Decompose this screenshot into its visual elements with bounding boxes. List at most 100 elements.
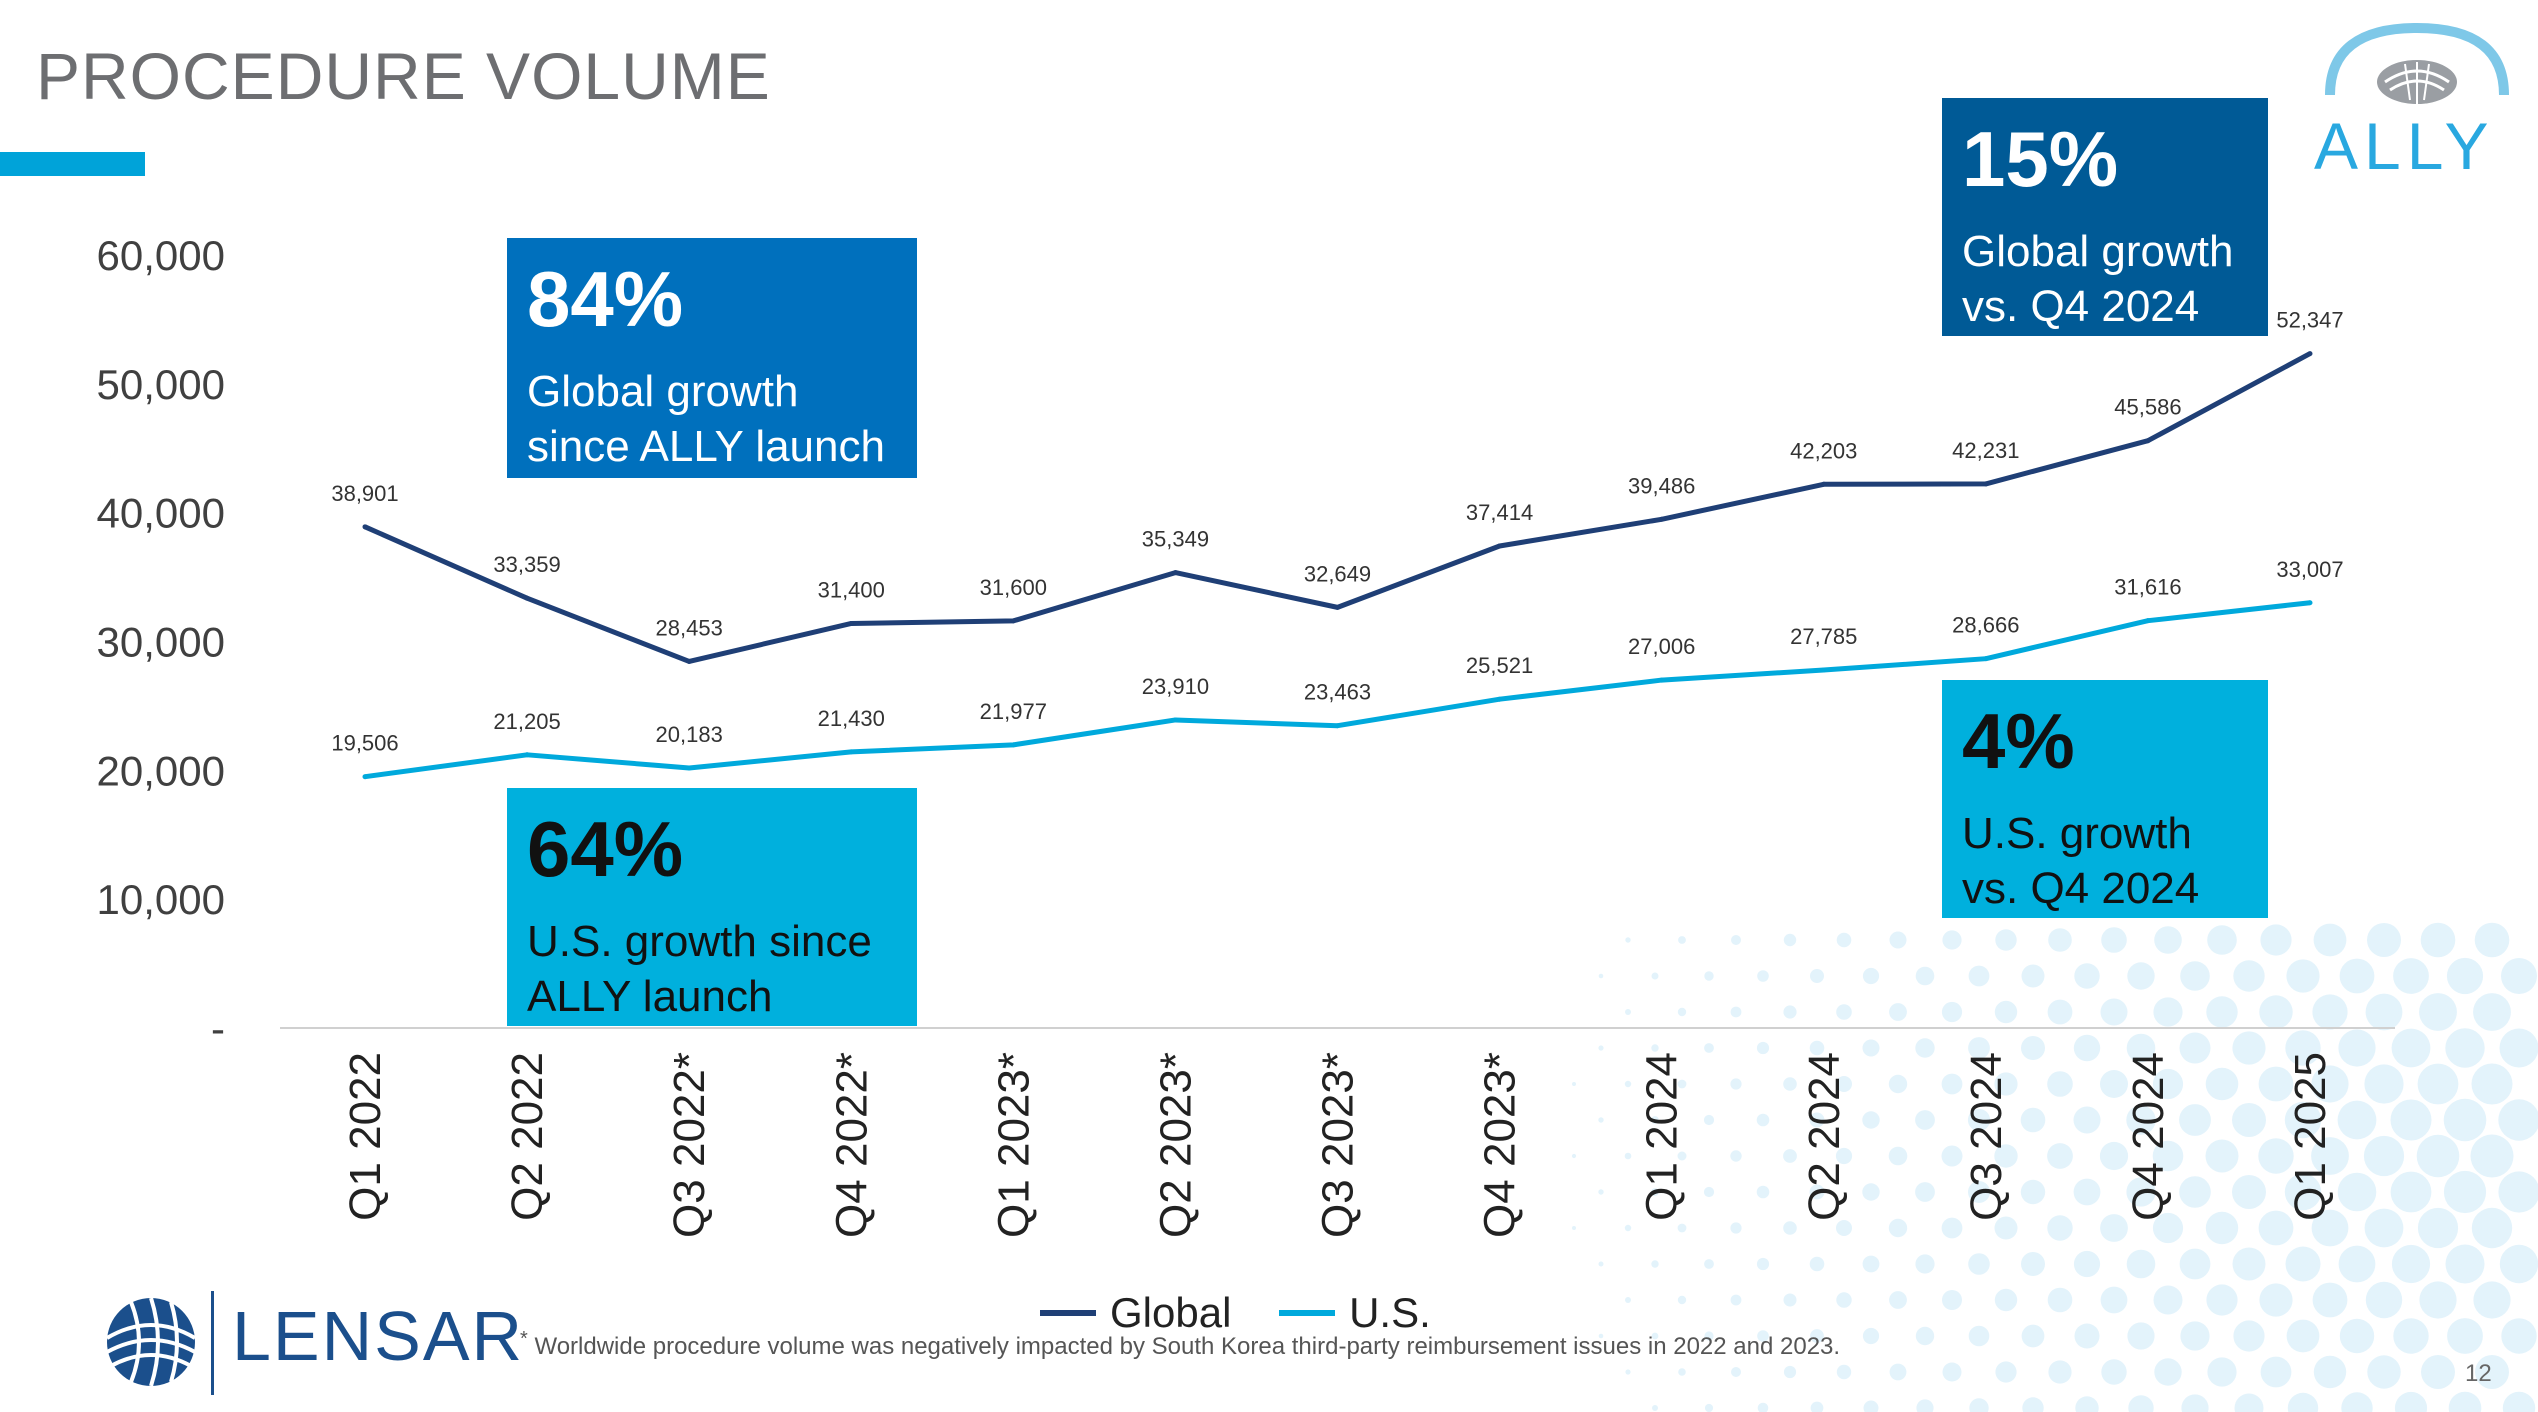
data-point: [1172, 570, 1178, 576]
background-dot: [1915, 966, 1935, 986]
background-dot: [2073, 1034, 2101, 1062]
callout-text: Global growth since ALLY launch: [527, 367, 885, 471]
background-dot: [1783, 933, 1797, 947]
background-dot: [2260, 924, 2292, 956]
x-tick-label: Q4 2023*: [1476, 1052, 1525, 1238]
background-dot: [2021, 1324, 2045, 1348]
background-dot: [1651, 1260, 1659, 1268]
background-dot: [1731, 1367, 1741, 1377]
data-label: 52,347: [2276, 308, 2343, 333]
background-dot: [1677, 1079, 1687, 1089]
background-dot: [2393, 958, 2429, 994]
legend-item-us: U.S.: [1279, 1289, 1431, 1337]
background-dot: [2152, 1212, 2184, 1244]
callout-text: Global growth vs. Q4 2024: [1962, 227, 2234, 331]
background-dot: [1915, 1326, 1935, 1346]
background-dot: [1942, 1290, 1962, 1310]
y-tick-label: 10,000: [97, 876, 225, 923]
background-dot: [1995, 1361, 2017, 1383]
background-dot: [2419, 1281, 2457, 1319]
background-dot: [2153, 1285, 2183, 1315]
background-dot: [1704, 1259, 1714, 1269]
data-label: 31,400: [818, 577, 885, 602]
data-label: 42,203: [1790, 438, 1857, 463]
background-dot: [1652, 1405, 1658, 1411]
x-tick-label: Q1 2022: [341, 1052, 390, 1221]
background-dot: [2205, 1067, 2239, 1101]
background-dot: [1783, 1293, 1797, 1307]
data-point: [524, 595, 530, 601]
x-tick-label: Q2 2024: [1800, 1052, 1849, 1221]
data-point: [1010, 742, 1016, 748]
background-dot: [1915, 1038, 1935, 1058]
background-dot: [1625, 937, 1631, 943]
background-dot: [2075, 1396, 2099, 1412]
background-dot: [2101, 927, 2127, 953]
background-dot: [2390, 1099, 2432, 1141]
background-dot: [2074, 963, 2100, 989]
background-dot: [2285, 1246, 2321, 1282]
background-dot: [2179, 1104, 2211, 1136]
data-label: 28,666: [1952, 613, 2019, 638]
background-dot: [2126, 1177, 2156, 1207]
background-dot: [1756, 1257, 1770, 1271]
background-dot: [1995, 929, 2017, 951]
background-dot: [2473, 1281, 2511, 1319]
background-dot: [2258, 1210, 2294, 1246]
background-dot: [1704, 971, 1714, 981]
background-dot: [1598, 1333, 1604, 1339]
data-label: 27,006: [1628, 634, 1695, 659]
background-dot: [2447, 1318, 2483, 1354]
ally-logo-icon: [2325, 22, 2509, 104]
background-dot: [2021, 1252, 2045, 1276]
background-dot: [1862, 1111, 1880, 1129]
background-dot: [1862, 967, 1880, 985]
background-dot: [1783, 1221, 1797, 1235]
data-label: 33,359: [493, 552, 560, 577]
background-dot: [1757, 1330, 1769, 1342]
background-dot: [2153, 997, 2183, 1027]
background-dot: [2232, 1247, 2266, 1281]
background-dot: [2337, 1172, 2377, 1212]
background-dot: [1730, 1150, 1742, 1162]
background-dot: [1703, 1114, 1715, 1126]
data-label: 19,506: [331, 731, 398, 756]
background-dot: [1888, 1146, 1908, 1166]
background-dot: [1571, 1153, 1577, 1159]
background-dot: [1889, 931, 1907, 949]
data-label: 21,205: [493, 709, 560, 734]
data-label: 21,430: [818, 706, 885, 731]
y-tick-label: -: [211, 1005, 225, 1052]
background-dot: [1836, 1292, 1852, 1308]
lensar-logo-text: LENSAR: [232, 1297, 525, 1375]
background-dot: [1942, 930, 1962, 950]
background-dot: [2259, 1283, 2293, 1317]
background-dot: [1862, 1255, 1880, 1273]
background-dot: [2471, 1063, 2513, 1105]
background-dot: [2180, 961, 2210, 991]
callout-us-since-launch: 64% U.S. growth since ALLY launch: [507, 788, 917, 1026]
data-point: [686, 658, 692, 664]
background-dot: [2047, 999, 2073, 1025]
background-dot: [1757, 1402, 1769, 1412]
background-dot: [1994, 1000, 2018, 1024]
background-dot: [1836, 1076, 1852, 1092]
data-point: [1335, 723, 1340, 729]
background-dot: [2207, 1357, 2237, 1387]
background-dot: [2286, 1319, 2320, 1353]
data-label: 39,486: [1628, 473, 1695, 498]
background-dot: [2047, 1287, 2073, 1313]
background-dot: [1836, 1004, 1852, 1020]
background-dot: [2443, 1098, 2487, 1142]
background-dot: [1968, 1253, 1990, 1275]
background-dot: [2312, 1282, 2348, 1318]
background-dot: [1968, 1037, 1990, 1059]
background-dot: [1651, 1044, 1659, 1052]
background-dot: [1915, 1254, 1935, 1274]
background-dot: [1730, 1222, 1742, 1234]
background-dot: [1677, 1295, 1687, 1305]
background-dot: [1677, 1151, 1687, 1161]
background-dot: [2313, 1355, 2347, 1389]
background-dot: [2337, 1100, 2377, 1140]
ally-logo-text: ALLY: [2314, 109, 2495, 183]
